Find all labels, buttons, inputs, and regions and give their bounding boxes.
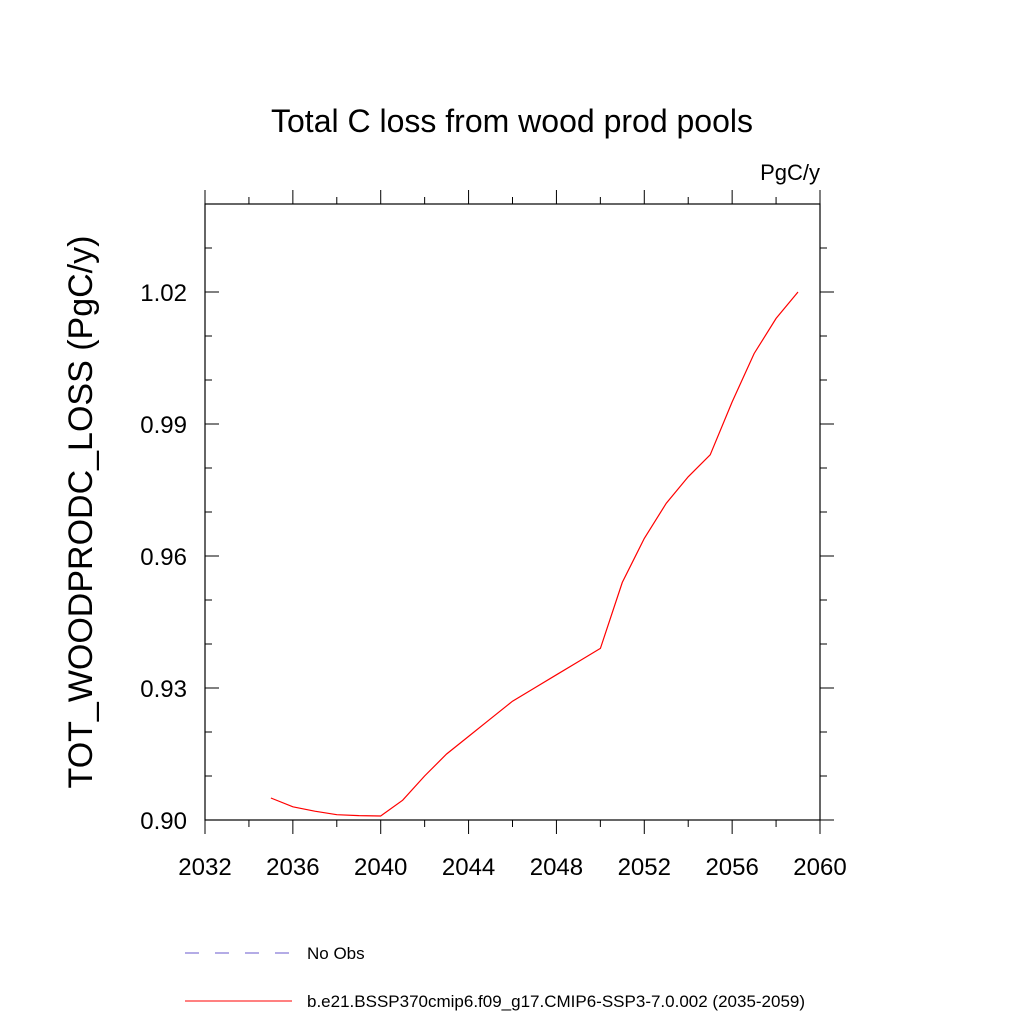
units-label: PgC/y [760,160,820,185]
y-tick-label: 0.99 [140,412,187,439]
chart-title: Total C loss from wood prod pools [271,103,753,139]
x-tick-label: 2048 [530,854,583,881]
x-tick-label: 2036 [266,854,319,881]
y-tick-label: 0.96 [140,544,187,571]
x-tick-label: 2040 [354,854,407,881]
series-line-0 [270,291,799,817]
y-tick-label: 1.02 [140,280,187,307]
y-tick-label: 0.90 [140,808,187,835]
axis-ticks [204,190,834,834]
plot-frame [204,203,821,821]
legend-label-model-run: b.e21.BSSP370cmip6.f09_g17.CMIP6-SSP3-7.… [307,992,805,1011]
x-tick-label: 2056 [705,854,758,881]
x-tick-label: 2052 [618,854,671,881]
legend-label-no-obs: No Obs [307,944,365,963]
tick-labels: 2032 2036 2040 2044 2048 2052 2056 2060 0.90 0.93… [140,280,846,881]
x-tick-label: 2044 [442,854,495,881]
legend: No Obs b.e21.BSSP370cmip6.f09_g17.CMIP6-… [185,944,805,1011]
data-series [270,291,799,817]
x-tick-label: 2032 [178,854,231,881]
y-tick-label: 0.93 [140,676,187,703]
y-axis-label: TOT_WOODPRODC_LOSS (PgC/y) [62,236,100,789]
x-tick-label: 2060 [793,854,846,881]
